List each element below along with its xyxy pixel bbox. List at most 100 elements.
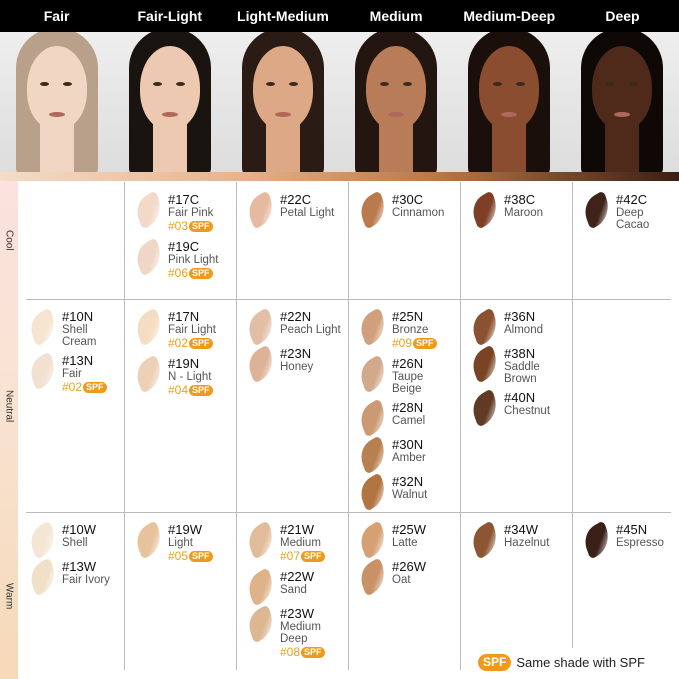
shade-item[interactable]: #38C Maroon bbox=[468, 190, 566, 230]
shade-name: Cinnamon bbox=[392, 207, 445, 219]
shade-cell: #17C Fair Pink #03 SPF #19C Pink Light #06 SPF bbox=[132, 190, 230, 286]
spf-shade: #09 SPF bbox=[392, 336, 454, 351]
shade-item[interactable]: #30N Amber bbox=[356, 435, 454, 475]
shade-item[interactable]: #25W Latte bbox=[356, 520, 454, 560]
shade-name: Shell bbox=[62, 537, 88, 549]
shade-swatch bbox=[580, 520, 614, 560]
shade-item[interactable]: #40N Chestnut bbox=[468, 388, 566, 428]
spf-badge: SPF bbox=[413, 338, 437, 349]
shade-name: Shell Cream bbox=[62, 324, 97, 348]
shade-item[interactable]: #42C Deep Cacao bbox=[580, 190, 678, 231]
shade-item[interactable]: #34W Hazelnut bbox=[468, 520, 566, 560]
shade-code: #23W bbox=[280, 606, 314, 621]
spf-shade: #07 SPF bbox=[280, 549, 342, 564]
tone-gradient-bar bbox=[0, 172, 679, 181]
shade-item[interactable]: #22W Sand bbox=[244, 567, 342, 607]
shade-code: #19W bbox=[168, 522, 202, 537]
shade-code: #30C bbox=[392, 192, 424, 207]
column-divider bbox=[460, 182, 461, 670]
spf-shade: #08 SPF bbox=[280, 645, 342, 660]
shade-swatch bbox=[132, 520, 166, 560]
shade-name: Walnut bbox=[392, 489, 428, 501]
shade-item[interactable]: #26W Oat bbox=[356, 557, 454, 597]
column-header: Fair-Light bbox=[137, 8, 203, 24]
shade-item[interactable]: #13N Fair #02 SPF bbox=[26, 351, 124, 395]
shade-code: #36N bbox=[504, 309, 536, 324]
shade-swatch bbox=[468, 520, 502, 560]
spf-badge: SPF bbox=[189, 338, 213, 349]
shade-code: #25W bbox=[392, 522, 426, 537]
shade-code: #22C bbox=[280, 192, 312, 207]
shade-item[interactable]: #17C Fair Pink #03 SPF bbox=[132, 190, 230, 234]
shade-cell: #42C Deep Cacao bbox=[580, 190, 678, 236]
shade-name: Bronze bbox=[392, 324, 429, 336]
shade-cell: #38C Maroon bbox=[468, 190, 566, 230]
shade-name: Fair Light bbox=[168, 324, 216, 336]
shade-item[interactable]: #19C Pink Light #06 SPF bbox=[132, 237, 230, 281]
spf-badge: SPF bbox=[189, 385, 213, 396]
shade-item[interactable]: #13W Fair Ivory bbox=[26, 557, 124, 597]
legend-text: Same shade with SPF bbox=[516, 655, 645, 670]
shade-item[interactable]: #25N Bronze #09 SPF bbox=[356, 307, 454, 351]
shade-item[interactable]: #28N Camel bbox=[356, 398, 454, 438]
model-faces bbox=[0, 32, 679, 172]
spf-code: #05 bbox=[168, 549, 189, 563]
shade-code: #28N bbox=[392, 400, 424, 415]
spf-code: #07 bbox=[280, 549, 301, 563]
shade-code: #13W bbox=[62, 559, 96, 574]
shade-item[interactable]: #17N Fair Light #02 SPF bbox=[132, 307, 230, 351]
shade-swatch bbox=[244, 190, 278, 230]
shade-code: #10N bbox=[62, 309, 94, 324]
shade-code: #45N bbox=[616, 522, 648, 537]
shade-item[interactable]: #10W Shell bbox=[26, 520, 124, 560]
shade-name: Almond bbox=[504, 324, 543, 336]
spf-code: #08 bbox=[280, 645, 301, 659]
shade-item[interactable]: #30C Cinnamon bbox=[356, 190, 454, 230]
shade-name: Fair Ivory bbox=[62, 574, 110, 586]
shade-item[interactable]: #45N Espresso bbox=[580, 520, 678, 560]
shade-item[interactable]: #23W Medium Deep #08 SPF bbox=[244, 604, 342, 660]
spf-code: #09 bbox=[392, 336, 413, 350]
shade-swatch bbox=[468, 190, 502, 230]
shade-item[interactable]: #38N Saddle Brown bbox=[468, 344, 566, 385]
shade-swatch bbox=[244, 604, 278, 644]
shade-cell: #25W Latte #26W Oat bbox=[356, 520, 454, 597]
shade-swatch bbox=[26, 520, 60, 560]
shade-item[interactable]: #19W Light #05 SPF bbox=[132, 520, 230, 564]
shade-range-header: Fair Fair-Light Light-Medium Medium Medi… bbox=[0, 0, 679, 32]
shade-name: Taupe Beige bbox=[392, 371, 424, 395]
column-divider bbox=[124, 182, 125, 670]
shade-cell: #45N Espresso bbox=[580, 520, 678, 560]
shade-item[interactable]: #10N Shell Cream bbox=[26, 307, 124, 348]
shade-swatch bbox=[244, 567, 278, 607]
row-divider bbox=[26, 512, 671, 513]
column-header: Medium bbox=[369, 8, 423, 24]
shade-item[interactable]: #22N Peach Light bbox=[244, 307, 342, 347]
spf-shade: #03 SPF bbox=[168, 219, 230, 234]
shade-item[interactable]: #21W Medium #07 SPF bbox=[244, 520, 342, 564]
row-label-warm: Warm bbox=[3, 582, 15, 610]
shade-item[interactable]: #32N Walnut bbox=[356, 472, 454, 512]
shade-item[interactable]: #22C Petal Light bbox=[244, 190, 342, 230]
spf-shade: #02 SPF bbox=[168, 336, 230, 351]
shade-cell: #25N Bronze #09 SPF #26N Taupe Beige #28N Camel… bbox=[356, 307, 454, 512]
shade-item[interactable]: #36N Almond bbox=[468, 307, 566, 347]
shade-swatch bbox=[244, 307, 278, 347]
shade-name: Deep Cacao bbox=[616, 207, 650, 231]
shade-swatch bbox=[356, 472, 390, 512]
shade-swatch bbox=[356, 557, 390, 597]
shade-name: Maroon bbox=[504, 207, 543, 219]
model-face bbox=[565, 32, 679, 172]
shade-cell: #10N Shell Cream #13N Fair #02 SPF bbox=[26, 307, 124, 400]
spf-shade: #02 SPF bbox=[62, 380, 124, 395]
shade-code: #32N bbox=[392, 474, 424, 489]
shade-swatch bbox=[356, 190, 390, 230]
shade-item[interactable]: #19N N - Light #04 SPF bbox=[132, 354, 230, 398]
shade-code: #13N bbox=[62, 353, 94, 368]
shade-item[interactable]: #26N Taupe Beige bbox=[356, 354, 454, 395]
spf-shade: #06 SPF bbox=[168, 266, 230, 281]
shade-name: Camel bbox=[392, 415, 426, 427]
shade-item[interactable]: #23N Honey bbox=[244, 344, 342, 384]
model-face bbox=[113, 32, 227, 172]
shade-code: #30N bbox=[392, 437, 424, 452]
